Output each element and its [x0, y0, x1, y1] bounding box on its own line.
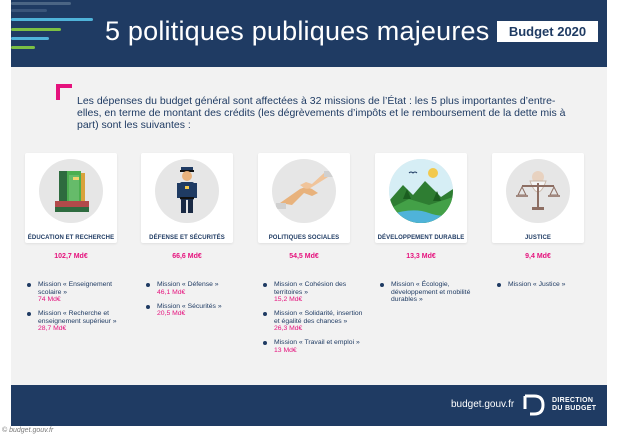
category-title: DÉFENSE ET SÉCURITÉS — [149, 235, 225, 241]
bullet-dot — [146, 304, 150, 309]
category-amount: 102,7 Md€ — [54, 253, 88, 260]
logo-line-2: DU BUDGET — [552, 405, 597, 412]
budget-badge: Budget 2020 — [497, 21, 598, 42]
category-card-sustainable: DÉVELOPPEMENT DURABLE — [375, 153, 467, 243]
list-item: Mission « Recherche et enseignement supé… — [27, 310, 127, 333]
category-title: ÉDUCATION ET RECHERCHE — [27, 235, 115, 241]
direction-du-budget-logo-icon — [523, 394, 545, 416]
mission-amount: 28,7 Md€ — [38, 325, 67, 333]
decor-stripe — [11, 28, 61, 31]
bullet-dot — [146, 283, 150, 287]
list-item: Mission « Travail et emploi » 13 Md€ — [263, 339, 363, 355]
mission-list-education: Mission « Enseignement scolaire » 74 Md€… — [27, 281, 127, 339]
mission-amount: 74 Md€ — [38, 296, 61, 304]
mission-label: Mission « Enseignement scolaire » — [38, 281, 113, 296]
mission-label: Mission « Cohésion des territoires » — [274, 281, 347, 296]
header-banner: 5 politiques publiques majeures Budget 2… — [11, 0, 607, 67]
list-item: Mission « Écologie, développement et mob… — [380, 281, 480, 304]
mission-amount: 20,5 Md€ — [157, 310, 186, 318]
bullet-dot — [263, 312, 267, 317]
website-link[interactable]: budget.gouv.fr — [451, 399, 515, 410]
bullet-dot — [380, 283, 384, 287]
logo-line-1: DIRECTION — [552, 397, 594, 404]
page-title: 5 politiques publiques majeures — [105, 16, 490, 46]
mission-list-social: Mission « Cohésion des territoires » 15,… — [263, 281, 363, 361]
bullet-dot — [263, 283, 267, 287]
category-amount: 13,3 Md€ — [406, 253, 436, 260]
list-item: Mission « Justice » — [497, 281, 597, 289]
mission-label: Mission « Travail et emploi » — [274, 339, 360, 347]
decor-stripe — [11, 2, 71, 5]
category-title: POLITIQUES SOCIALES — [268, 235, 340, 241]
decor-stripe — [11, 18, 93, 21]
mission-amount: 13 Md€ — [274, 346, 297, 354]
scales-of-justice-icon — [506, 159, 570, 223]
bullet-dot — [27, 312, 31, 317]
mission-label: Mission « Sécurités » — [157, 302, 222, 310]
mission-label: Mission « Solidarité, insertion et égali… — [274, 310, 363, 325]
mission-list-sustainable: Mission « Écologie, développement et mob… — [380, 281, 480, 310]
list-item: Mission « Solidarité, insertion et égali… — [263, 310, 363, 333]
police-officer-icon — [155, 159, 219, 223]
list-item: Mission « Sécurités » 20,5 Md€ — [146, 303, 246, 319]
category-amount: 66,6 Md€ — [172, 253, 202, 260]
mission-amount: 15,2 Md€ — [274, 296, 303, 304]
decor-stripe — [11, 37, 49, 40]
image-credit: © budget.gouv.fr — [2, 427, 54, 434]
bullet-dot — [263, 341, 267, 346]
bullet-dot — [497, 283, 501, 287]
mission-label: Mission « Justice » — [508, 281, 566, 288]
decor-stripe — [11, 9, 47, 12]
category-card-social: POLITIQUES SOCIALES — [258, 153, 350, 243]
list-item: Mission « Cohésion des territoires » 15,… — [263, 281, 363, 304]
books-icon — [39, 159, 103, 223]
mission-amount: 26,3 Md€ — [274, 325, 303, 333]
mission-label: Mission « Écologie, développement et mob… — [391, 281, 471, 304]
mission-list-justice: Mission « Justice » — [497, 281, 597, 295]
content-area: Les dépenses du budget général sont affe… — [11, 67, 607, 385]
category-card-education: ÉDUCATION ET RECHERCHE — [25, 153, 117, 243]
direction-du-budget-logo-text: DIRECTION DU BUDGET — [552, 397, 596, 413]
intro-text: Les dépenses du budget général sont affe… — [77, 95, 566, 131]
helping-hands-icon — [272, 159, 336, 223]
footer-banner: budget.gouv.fr DIRECTION DU BUDGET — [11, 385, 607, 426]
category-amount: 9,4 Md€ — [525, 253, 551, 260]
quote-corner-mark — [56, 84, 72, 100]
category-title: DÉVELOPPEMENT DURABLE — [377, 235, 465, 241]
decor-stripe — [11, 46, 35, 49]
category-amount: 54,5 Md€ — [289, 253, 319, 260]
category-title: JUSTICE — [524, 235, 552, 241]
category-card-justice: JUSTICE — [492, 153, 584, 243]
mission-amount: 46,1 Md€ — [157, 288, 186, 296]
list-item: Mission « Défense » 46,1 Md€ — [146, 281, 246, 297]
nature-landscape-icon — [389, 159, 453, 223]
mission-label: Mission « Défense » — [157, 281, 219, 288]
bullet-dot — [27, 283, 31, 287]
mission-label: Mission « Recherche et enseignement supé… — [38, 310, 117, 325]
infographic: 5 politiques publiques majeures Budget 2… — [11, 0, 607, 426]
category-card-defense: DÉFENSE ET SÉCURITÉS — [141, 153, 233, 243]
list-item: Mission « Enseignement scolaire » 74 Md€ — [27, 281, 127, 304]
mission-list-defense: Mission « Défense » 46,1 Md€ Mission « S… — [146, 281, 246, 324]
